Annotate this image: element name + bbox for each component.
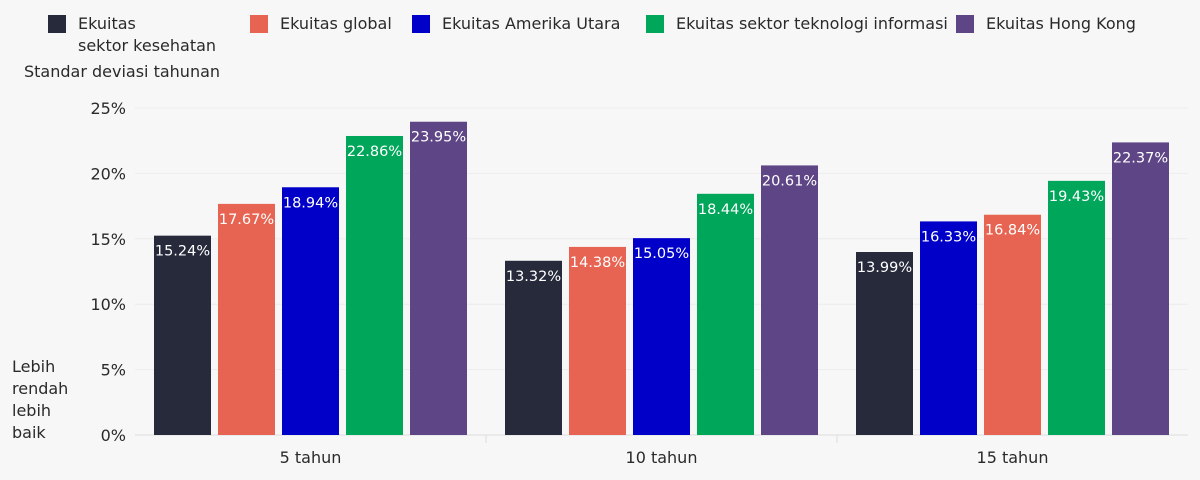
- legend-swatch: [646, 15, 664, 33]
- bar: [1048, 180, 1105, 435]
- y-tick-label: 20%: [90, 164, 126, 183]
- x-tick-label: 5 tahun: [280, 448, 342, 467]
- legend-item-hong-kong: Ekuitas Hong Kong: [956, 13, 1136, 35]
- bar-value-label: 16.33%: [921, 229, 976, 245]
- y-tick-label: 15%: [90, 230, 126, 249]
- bar: [282, 187, 339, 435]
- lower-is-better-note: Lebih rendah lebih baik: [12, 357, 69, 442]
- bar-value-label: 16.84%: [985, 223, 1040, 239]
- y-tick-label: 25%: [90, 99, 126, 118]
- y-tick-label: 5%: [101, 361, 126, 380]
- y-tick-label: 0%: [101, 426, 126, 445]
- bar-value-label: 15.05%: [634, 246, 689, 262]
- legend-item-north-america: Ekuitas Amerika Utara: [412, 13, 620, 35]
- legend-swatch: [956, 15, 974, 33]
- bar-value-label: 17.67%: [219, 212, 274, 228]
- x-tick-label: 10 tahun: [626, 448, 698, 467]
- legend-label: Ekuitas Hong Kong: [986, 14, 1136, 33]
- bar: [984, 214, 1041, 435]
- bar: [856, 252, 913, 435]
- bar: [633, 238, 690, 435]
- chart-legend: Ekuitas sektor kesehatan Ekuitas global …: [0, 0, 1200, 60]
- bar: [920, 221, 977, 435]
- legend-label: Ekuitas Amerika Utara: [442, 14, 621, 33]
- bar-value-label: 14.38%: [570, 255, 625, 271]
- y-tick-label: 10%: [90, 295, 126, 314]
- bar: [505, 260, 562, 435]
- legend-item-global: Ekuitas global: [250, 13, 392, 35]
- bar-value-label: 22.86%: [347, 144, 402, 160]
- bar-value-label: 22.37%: [1113, 150, 1168, 166]
- bar: [761, 165, 818, 435]
- bar: [569, 246, 626, 435]
- bar-value-label: 18.94%: [283, 195, 338, 211]
- bar-value-label: 19.43%: [1049, 189, 1104, 205]
- bar: [218, 203, 275, 435]
- legend-swatch: [412, 15, 430, 33]
- legend-item-health-care: Ekuitas sektor kesehatan: [48, 13, 216, 57]
- legend-label: Ekuitas sektor teknologi informasi: [676, 14, 948, 33]
- bar-value-label: 23.95%: [411, 130, 466, 146]
- bar: [410, 121, 467, 435]
- bar: [346, 135, 403, 435]
- bar: [697, 193, 754, 435]
- bar: [1112, 142, 1169, 436]
- legend-item-it: Ekuitas sektor teknologi informasi: [646, 13, 948, 35]
- x-tick-label: 15 tahun: [977, 448, 1049, 467]
- legend-label: Ekuitas sektor kesehatan: [78, 14, 217, 55]
- legend-swatch: [48, 15, 66, 33]
- y-axis-title: Standar deviasi tahunan: [24, 62, 221, 81]
- legend-swatch: [250, 15, 268, 33]
- bar-value-label: 15.24%: [155, 244, 210, 260]
- bar-value-label: 18.44%: [698, 202, 753, 218]
- legend-label: Ekuitas global: [280, 14, 392, 33]
- bar-value-label: 13.32%: [506, 269, 561, 285]
- bar-value-label: 20.61%: [762, 173, 817, 189]
- bar: [154, 235, 211, 435]
- bar-value-label: 13.99%: [857, 260, 912, 276]
